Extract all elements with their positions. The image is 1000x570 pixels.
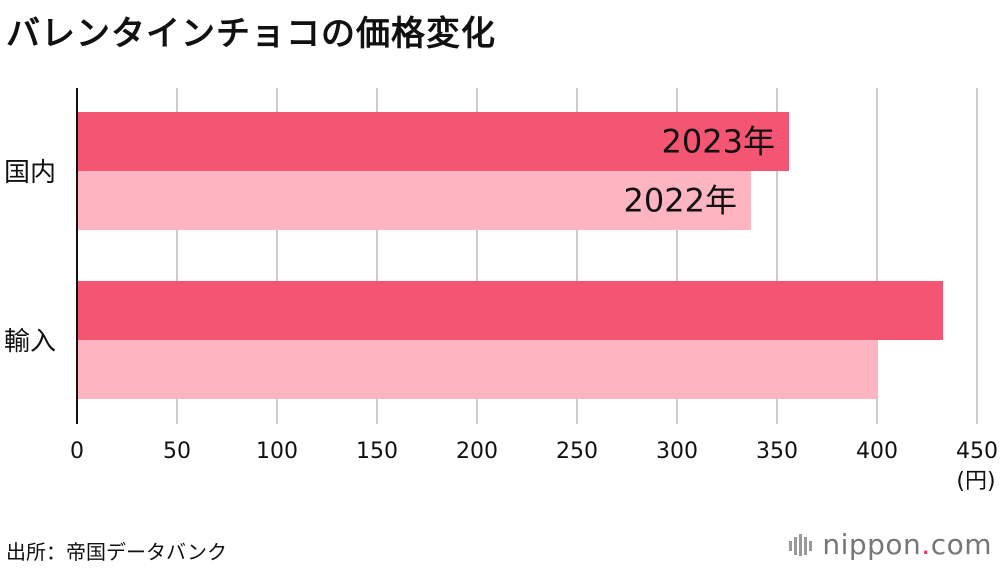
category-label: 輸入 (4, 327, 56, 357)
series-label: 2023年 (662, 123, 775, 161)
logo-dot: . (921, 528, 931, 561)
x-tick-label: 200 (456, 439, 498, 464)
bars (77, 112, 943, 399)
x-tick-label: 450 (956, 439, 998, 464)
nippon-logo-mark-icon (789, 533, 813, 556)
bar (77, 112, 789, 171)
nippon-logo: nippon.com (788, 528, 992, 561)
x-axis-ticks: 0 50 100 150 200 250 300 350 400 450 (70, 439, 998, 464)
series-label: 2022年 (624, 182, 737, 220)
logo-tld: com (930, 528, 992, 561)
x-tick-label: 250 (556, 439, 598, 464)
bar (77, 281, 943, 340)
source-note: 出所：帝国データバンク (6, 540, 227, 564)
x-tick-label: 0 (70, 439, 84, 464)
x-tick-label: 50 (163, 439, 191, 464)
x-tick-label: 350 (756, 439, 798, 464)
bar (77, 340, 877, 399)
page-title: バレンタインチョコの価格変化 (6, 14, 496, 54)
x-axis-unit: (円) (956, 469, 995, 494)
x-tick-label: 300 (656, 439, 698, 464)
logo-name: nippon (822, 528, 922, 561)
series-labels: 2023年 2022年 (624, 123, 775, 220)
x-tick-label: 400 (856, 439, 898, 464)
category-label: 国内 (4, 158, 56, 188)
x-tick-label: 100 (256, 439, 298, 464)
bar (77, 171, 751, 230)
nippon-logo-text: nippon.com (822, 528, 992, 561)
x-tick-label: 150 (356, 439, 398, 464)
